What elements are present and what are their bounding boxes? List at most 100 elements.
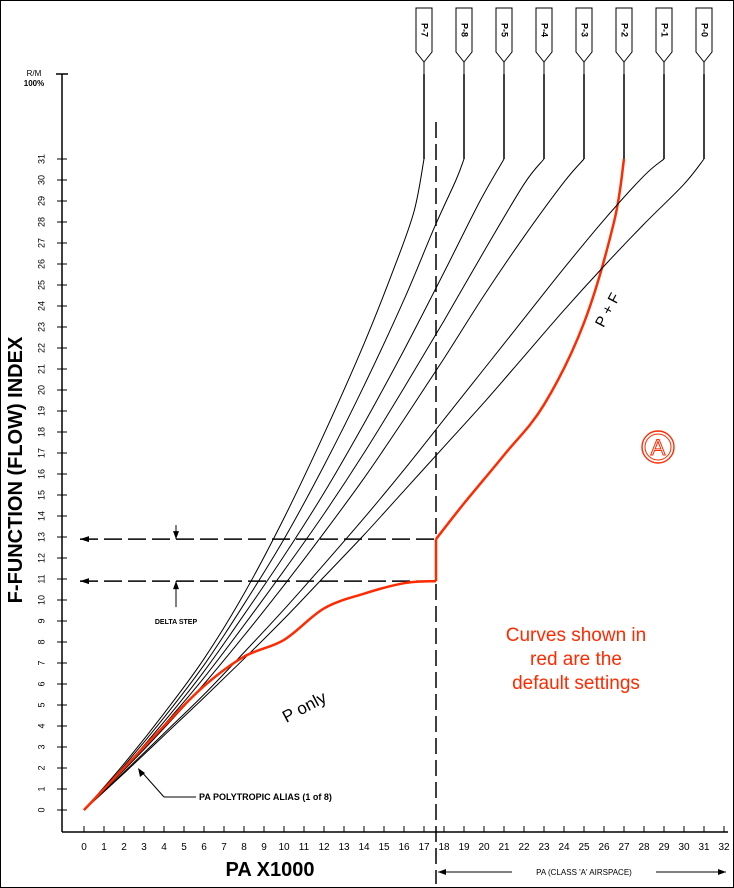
delta-step-arrowhead: [80, 578, 89, 585]
y-tick-label: 13: [36, 532, 46, 542]
delta-step-bottom-arrowhead: [173, 581, 179, 590]
curve-flag-p-4: [535, 7, 553, 63]
y-tick-label: 17: [36, 448, 46, 458]
curve-flag-p-5: [495, 7, 513, 63]
curve-label-p-0: P-0: [700, 23, 710, 37]
note-line-1: Curves shown in: [505, 625, 647, 646]
y-tick-label: 9: [36, 618, 46, 623]
x-tick-label: 30: [678, 842, 690, 853]
curve-flag-p-7: [415, 7, 433, 63]
x-tick-label: 13: [338, 842, 350, 853]
x-tick-label: 27: [618, 842, 630, 853]
curve-p-5: [83, 158, 505, 811]
y-tick-label: 6: [36, 681, 46, 686]
alias-leader-diag: [139, 769, 165, 798]
y-top-label-2: 100%: [24, 79, 44, 88]
y-tick-label: 14: [36, 511, 46, 521]
x-tick-label: 20: [478, 842, 490, 853]
y-tick-label: 7: [36, 660, 46, 665]
y-tick-label: 27: [36, 238, 46, 248]
delta-step-arrowhead: [80, 536, 89, 543]
curve-label-p-5: P-5: [500, 23, 510, 37]
curve-label-p-2: P-2: [620, 23, 630, 37]
x-tick-label: 4: [161, 842, 167, 853]
y-tick-label: 8: [36, 639, 46, 644]
note-line-3: default settings: [512, 673, 640, 694]
note-line-2: red are the: [530, 649, 622, 670]
guides: PA (CLASS 'A' AIRSPACE) DELTA STEP: [80, 122, 726, 884]
y-tick-label: 10: [36, 595, 46, 605]
alias-arrowhead: [138, 768, 145, 777]
x-tick-label: 9: [261, 842, 267, 853]
x-tick-label: 11: [299, 842, 310, 853]
x-tick-label: 8: [241, 842, 247, 853]
y-tick-label: 18: [36, 427, 46, 437]
airspace-label-bg: [512, 866, 656, 878]
curve-label-p-1: P-1: [660, 23, 670, 37]
curve-flag-p-1: [655, 7, 673, 63]
x-tick-label: 5: [181, 842, 187, 853]
logo-letter: A: [651, 435, 666, 460]
y-tick-label: 2: [36, 765, 46, 770]
y-tick-label: 21: [36, 364, 46, 374]
curve-p-7: [83, 158, 425, 811]
x-tick-label: 28: [638, 842, 650, 853]
y-tick-label: 4: [36, 723, 46, 728]
curve-label-p-4: P-4: [540, 23, 550, 37]
x-tick-label: 17: [418, 842, 430, 853]
x-tick-label: 26: [598, 842, 610, 853]
curve-label-p-7: P-7: [420, 23, 430, 37]
curve-flag-p-3: [575, 7, 593, 63]
curve-flag-p-8: [455, 7, 473, 63]
logo-icon: A: [641, 430, 675, 464]
x-tick-label: 29: [658, 842, 670, 853]
x-tick-label: 18: [438, 842, 450, 853]
y-tick-label: 31: [36, 154, 46, 164]
x-tick-label: 32: [718, 842, 730, 853]
y-tick-label: 16: [36, 469, 46, 479]
y-tick-label: 1: [36, 786, 46, 791]
x-tick-label: 14: [358, 842, 370, 853]
x-tick-label: 2: [121, 842, 127, 853]
x-tick-label: 25: [578, 842, 590, 853]
y-top-label-1: R/M: [27, 69, 42, 78]
alias-label: PA POLYTROPIC ALIAS (1 of 8): [199, 792, 332, 802]
curve-p-8: [83, 158, 465, 811]
x-tick-label: 7: [221, 842, 227, 853]
logo-inner-circle: [644, 433, 672, 461]
delta-step-label: DELTA STEP: [155, 619, 198, 626]
y-axis-title: F-FUNCTION (FLOW) INDEX: [5, 336, 27, 603]
curve-flag-p-2: [615, 7, 633, 63]
y-tick-label: 24: [36, 301, 46, 311]
y-tick-label: 12: [36, 553, 46, 563]
x-tick-label: 12: [318, 842, 330, 853]
curve-label-p-3: P-3: [580, 23, 590, 37]
default-settings-note: Curves shown in red are the default sett…: [478, 624, 674, 696]
x-tick-label: 31: [698, 842, 710, 853]
x-axis-title: PA X1000: [226, 859, 315, 881]
y-tick-label: 23: [36, 322, 46, 332]
x-tick-label: 19: [458, 842, 470, 853]
y-tick-label: 30: [36, 175, 46, 185]
y-tick-label: 0: [36, 807, 46, 812]
curves: [83, 74, 705, 811]
delta-step-top-arrowhead: [173, 531, 179, 540]
p-only-label: P only: [279, 688, 330, 727]
y-tick-label: 28: [36, 217, 46, 227]
curve-p-2: [435, 158, 626, 540]
curve-p-only: [83, 579, 437, 811]
x-tick-label: 23: [538, 842, 550, 853]
airspace-arrow-left: [438, 869, 446, 875]
curve-flag-p-0: [695, 7, 713, 63]
logo-circle: [641, 430, 675, 464]
x-tick-label: 24: [558, 842, 570, 853]
curve-p-0: [83, 158, 705, 811]
y-tick-label: 26: [36, 259, 46, 269]
y-tick-label: 11: [36, 574, 46, 583]
p-plus-f-label: P + F: [592, 290, 624, 330]
y-tick-label: 5: [36, 702, 46, 707]
x-tick-label: 0: [81, 842, 87, 853]
x-tick-label: 22: [518, 842, 530, 853]
